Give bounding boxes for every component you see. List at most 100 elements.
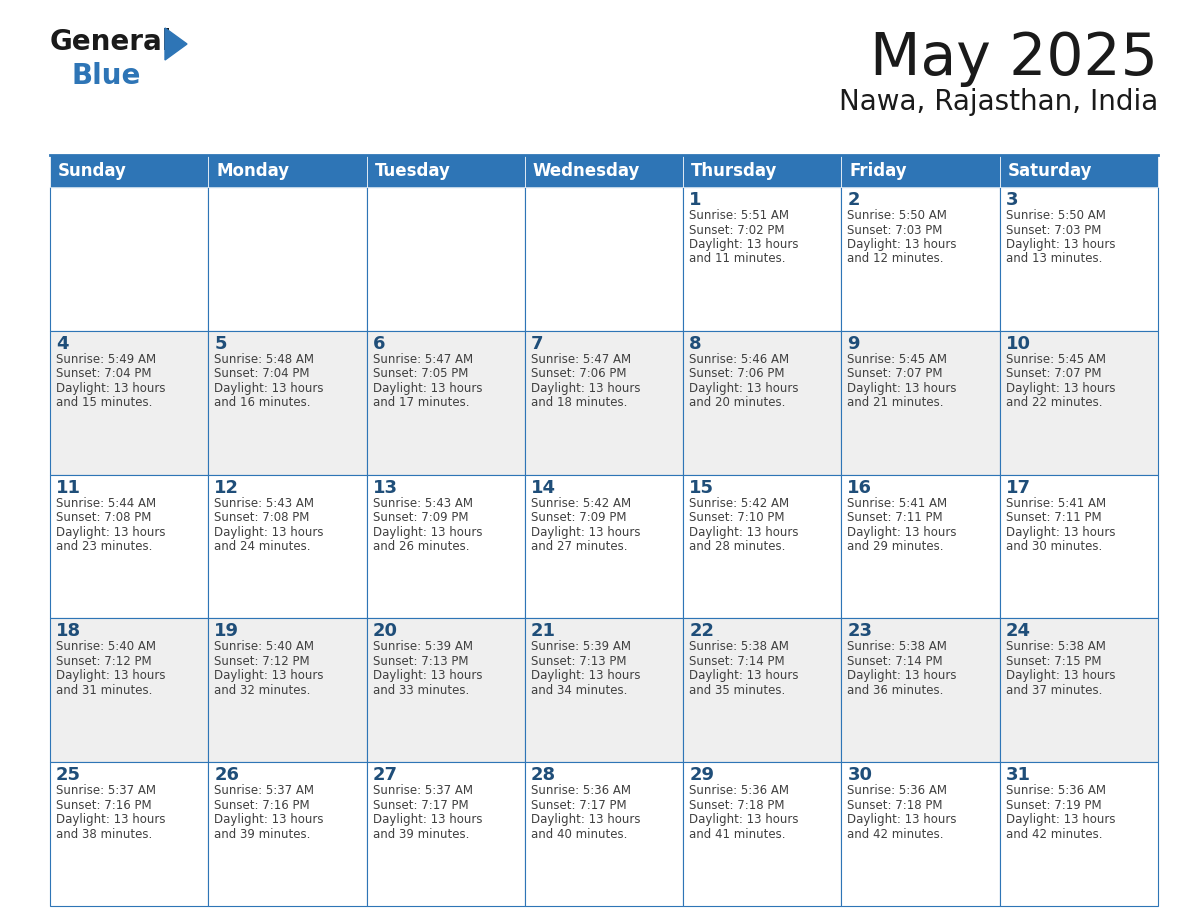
Text: 15: 15 (689, 478, 714, 497)
Text: Sunrise: 5:36 AM: Sunrise: 5:36 AM (847, 784, 947, 797)
Text: Daylight: 13 hours: Daylight: 13 hours (373, 382, 482, 395)
Bar (841, 330, 1000, 475)
Text: 7: 7 (531, 335, 543, 353)
Bar (208, 330, 367, 475)
Text: Daylight: 13 hours: Daylight: 13 hours (56, 813, 165, 826)
Bar (525, 619, 683, 762)
Bar (367, 762, 525, 906)
Text: 26: 26 (214, 767, 239, 784)
Bar (683, 155, 841, 187)
Text: Daylight: 13 hours: Daylight: 13 hours (373, 813, 482, 826)
Text: 25: 25 (56, 767, 81, 784)
Text: Sunset: 7:06 PM: Sunset: 7:06 PM (689, 367, 784, 380)
Bar (50, 619, 208, 762)
Text: and 39 minutes.: and 39 minutes. (373, 828, 469, 841)
Bar (50, 330, 208, 475)
Bar (683, 475, 841, 619)
Text: Sunset: 7:09 PM: Sunset: 7:09 PM (373, 511, 468, 524)
Text: 3: 3 (1006, 191, 1018, 209)
Text: Daylight: 13 hours: Daylight: 13 hours (847, 382, 956, 395)
Text: Sunset: 7:11 PM: Sunset: 7:11 PM (1006, 511, 1101, 524)
Text: Monday: Monday (216, 162, 290, 180)
Text: and 29 minutes.: and 29 minutes. (847, 540, 944, 554)
Text: Daylight: 13 hours: Daylight: 13 hours (847, 669, 956, 682)
Text: Daylight: 13 hours: Daylight: 13 hours (56, 382, 165, 395)
Text: Tuesday: Tuesday (374, 162, 450, 180)
Text: Daylight: 13 hours: Daylight: 13 hours (847, 238, 956, 251)
Text: 22: 22 (689, 622, 714, 641)
Text: Sunrise: 5:49 AM: Sunrise: 5:49 AM (56, 353, 156, 365)
Text: Sunrise: 5:40 AM: Sunrise: 5:40 AM (56, 641, 156, 654)
Bar (525, 475, 683, 619)
Text: Sunrise: 5:42 AM: Sunrise: 5:42 AM (689, 497, 789, 509)
Text: Nawa, Rajasthan, India: Nawa, Rajasthan, India (839, 88, 1158, 116)
Text: and 31 minutes.: and 31 minutes. (56, 684, 152, 697)
Text: Sunrise: 5:45 AM: Sunrise: 5:45 AM (847, 353, 947, 365)
Text: Daylight: 13 hours: Daylight: 13 hours (56, 526, 165, 539)
Text: 16: 16 (847, 478, 872, 497)
Text: 14: 14 (531, 478, 556, 497)
Text: and 21 minutes.: and 21 minutes. (847, 397, 944, 409)
Bar (841, 475, 1000, 619)
Text: Sunday: Sunday (58, 162, 127, 180)
Bar (525, 187, 683, 330)
Text: and 33 minutes.: and 33 minutes. (373, 684, 469, 697)
Text: Sunset: 7:12 PM: Sunset: 7:12 PM (214, 655, 310, 668)
Text: Sunset: 7:14 PM: Sunset: 7:14 PM (689, 655, 785, 668)
Text: and 26 minutes.: and 26 minutes. (373, 540, 469, 554)
Text: Daylight: 13 hours: Daylight: 13 hours (847, 813, 956, 826)
Text: Sunrise: 5:47 AM: Sunrise: 5:47 AM (531, 353, 631, 365)
Text: and 16 minutes.: and 16 minutes. (214, 397, 311, 409)
Text: 18: 18 (56, 622, 81, 641)
Text: Daylight: 13 hours: Daylight: 13 hours (1006, 813, 1116, 826)
Bar (683, 619, 841, 762)
Bar (683, 330, 841, 475)
Text: and 11 minutes.: and 11 minutes. (689, 252, 785, 265)
Text: Sunset: 7:14 PM: Sunset: 7:14 PM (847, 655, 943, 668)
Bar (1000, 762, 1158, 906)
Bar (50, 762, 208, 906)
Bar (841, 762, 1000, 906)
Text: Daylight: 13 hours: Daylight: 13 hours (56, 669, 165, 682)
Text: Thursday: Thursday (691, 162, 777, 180)
Bar (1000, 619, 1158, 762)
Text: Sunrise: 5:45 AM: Sunrise: 5:45 AM (1006, 353, 1106, 365)
Text: Daylight: 13 hours: Daylight: 13 hours (1006, 526, 1116, 539)
Bar (208, 155, 367, 187)
Text: Sunrise: 5:46 AM: Sunrise: 5:46 AM (689, 353, 789, 365)
Text: Daylight: 13 hours: Daylight: 13 hours (531, 526, 640, 539)
Text: and 41 minutes.: and 41 minutes. (689, 828, 785, 841)
Text: Sunset: 7:03 PM: Sunset: 7:03 PM (847, 223, 943, 237)
Text: and 38 minutes.: and 38 minutes. (56, 828, 152, 841)
Text: Sunset: 7:03 PM: Sunset: 7:03 PM (1006, 223, 1101, 237)
Text: Sunrise: 5:48 AM: Sunrise: 5:48 AM (214, 353, 315, 365)
Text: Sunrise: 5:38 AM: Sunrise: 5:38 AM (1006, 641, 1106, 654)
Text: and 37 minutes.: and 37 minutes. (1006, 684, 1102, 697)
Text: Sunrise: 5:42 AM: Sunrise: 5:42 AM (531, 497, 631, 509)
Text: Daylight: 13 hours: Daylight: 13 hours (214, 669, 324, 682)
Text: General: General (50, 28, 172, 56)
Text: Daylight: 13 hours: Daylight: 13 hours (373, 526, 482, 539)
Text: 31: 31 (1006, 767, 1031, 784)
Text: Daylight: 13 hours: Daylight: 13 hours (214, 813, 324, 826)
Text: and 42 minutes.: and 42 minutes. (1006, 828, 1102, 841)
Bar (208, 619, 367, 762)
Text: Saturday: Saturday (1007, 162, 1092, 180)
Bar (1000, 155, 1158, 187)
Text: 29: 29 (689, 767, 714, 784)
Text: and 23 minutes.: and 23 minutes. (56, 540, 152, 554)
Text: and 24 minutes.: and 24 minutes. (214, 540, 311, 554)
Text: Sunrise: 5:44 AM: Sunrise: 5:44 AM (56, 497, 156, 509)
Text: Sunset: 7:04 PM: Sunset: 7:04 PM (214, 367, 310, 380)
Text: 21: 21 (531, 622, 556, 641)
Text: 30: 30 (847, 767, 872, 784)
Text: and 34 minutes.: and 34 minutes. (531, 684, 627, 697)
Bar (841, 187, 1000, 330)
Bar (525, 155, 683, 187)
Text: Friday: Friday (849, 162, 908, 180)
Bar (50, 475, 208, 619)
Text: and 27 minutes.: and 27 minutes. (531, 540, 627, 554)
Text: Daylight: 13 hours: Daylight: 13 hours (689, 526, 798, 539)
Bar (208, 187, 367, 330)
Bar (367, 155, 525, 187)
